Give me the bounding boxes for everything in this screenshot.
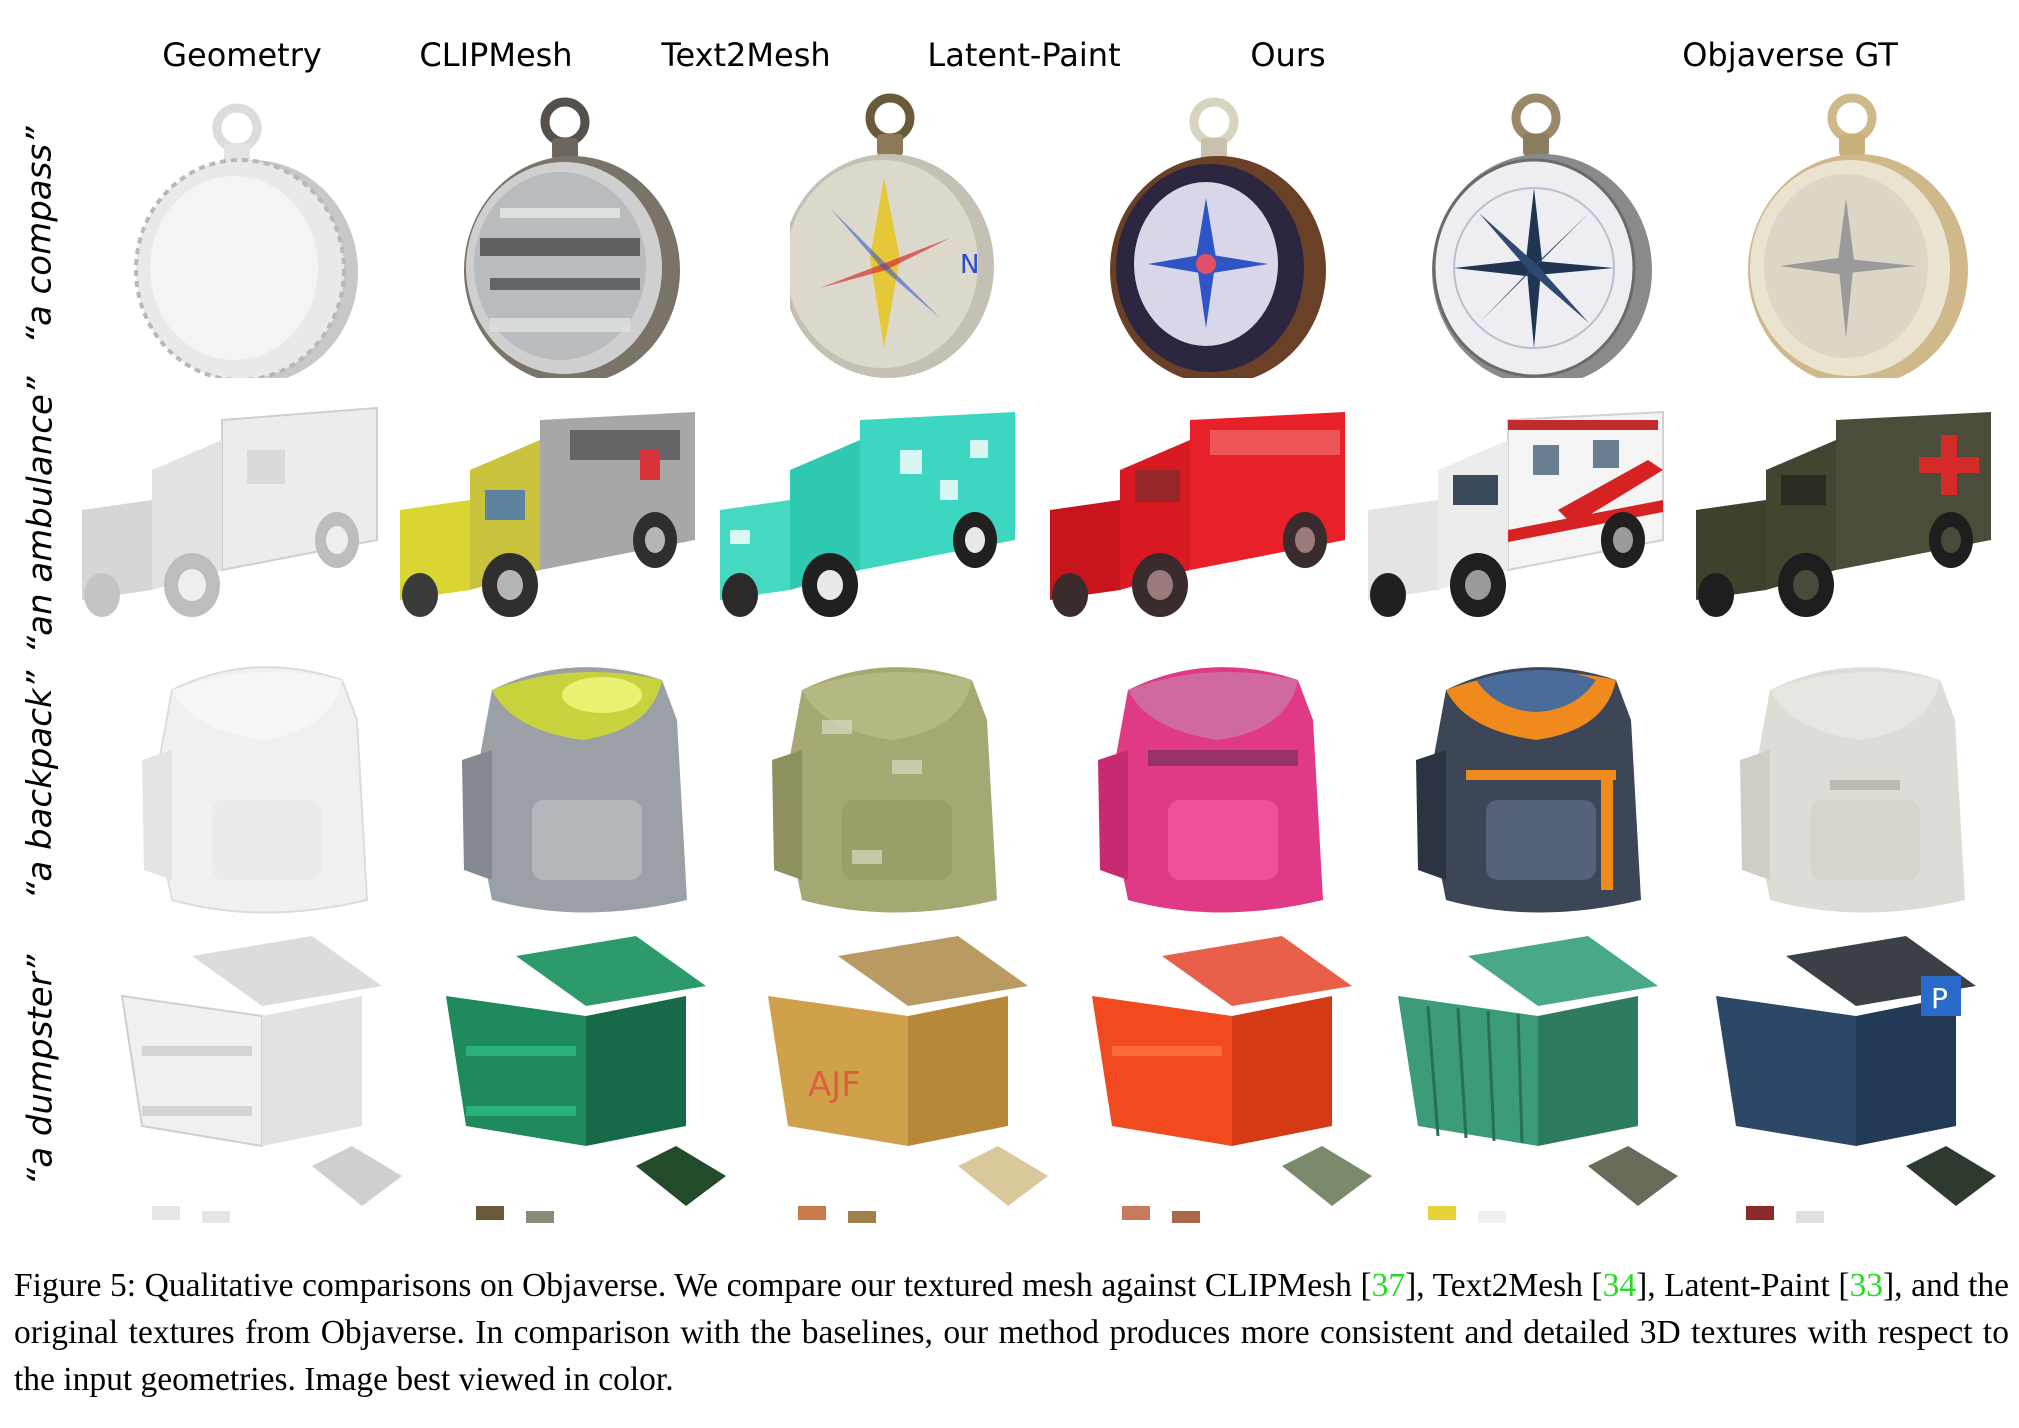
render-compass-ours [1424, 88, 1734, 378]
column-header-objaverse-gt: Objaverse GT [1682, 36, 1898, 74]
render-compass-text2mesh: N [790, 88, 1100, 378]
citation-text2mesh[interactable]: 34 [1602, 1267, 1637, 1304]
render-ambulance-ours [1358, 400, 1668, 640]
render-backpack-text2mesh [762, 650, 1072, 920]
render-backpack-geometry [132, 650, 442, 920]
row-label-compass: “a compass” [20, 126, 60, 344]
column-header-clipmesh: CLIPMesh [419, 36, 573, 74]
render-compass-geometry [112, 88, 422, 378]
column-header-text2mesh: Text2Mesh [661, 36, 831, 74]
render-compass-latent-paint [1108, 88, 1418, 378]
render-ambulance-text2mesh [710, 400, 1020, 640]
render-dumpster-geometry [112, 936, 422, 1226]
render-ambulance-latent-paint [1040, 400, 1350, 640]
render-dumpster-objaverse-gt: P [1706, 936, 2016, 1226]
citation-clipmesh[interactable]: 37 [1371, 1267, 1406, 1304]
render-ambulance-clipmesh [390, 400, 700, 640]
render-compass-objaverse-gt [1740, 88, 2019, 378]
figure-caption: Figure 5: Qualitative comparisons on Obj… [14, 1267, 2010, 1398]
render-dumpster-clipmesh [436, 936, 746, 1226]
render-dumpster-ours [1388, 936, 1698, 1226]
render-dumpster-latent-paint [1082, 936, 1392, 1226]
render-dumpster-text2mesh: AJF [758, 936, 1068, 1226]
render-backpack-latent-paint [1088, 650, 1398, 920]
render-backpack-objaverse-gt [1730, 650, 2019, 920]
row-label-dumpster: “a dumpster” [20, 954, 60, 1186]
render-backpack-clipmesh [452, 650, 762, 920]
render-compass-clipmesh [460, 88, 770, 378]
svg-text:AJF: AJF [808, 1065, 861, 1105]
svg-text:N: N [960, 250, 979, 280]
column-header-geometry: Geometry [162, 36, 322, 74]
render-backpack-ours [1406, 650, 1716, 920]
render-ambulance-geometry [72, 400, 382, 640]
render-ambulance-objaverse-gt [1686, 400, 1996, 640]
column-header-latent-paint: Latent-Paint [927, 36, 1121, 74]
svg-text:P: P [1931, 982, 1948, 1015]
figure: Geometry CLIPMesh Text2Mesh Latent-Paint… [20, 36, 2019, 1226]
column-header-ours: Ours [1250, 36, 1326, 74]
row-label-ambulance: “an ambulance” [20, 376, 61, 654]
citation-latent-paint[interactable]: 33 [1849, 1267, 1884, 1304]
row-label-backpack: “a backpack” [20, 670, 61, 900]
